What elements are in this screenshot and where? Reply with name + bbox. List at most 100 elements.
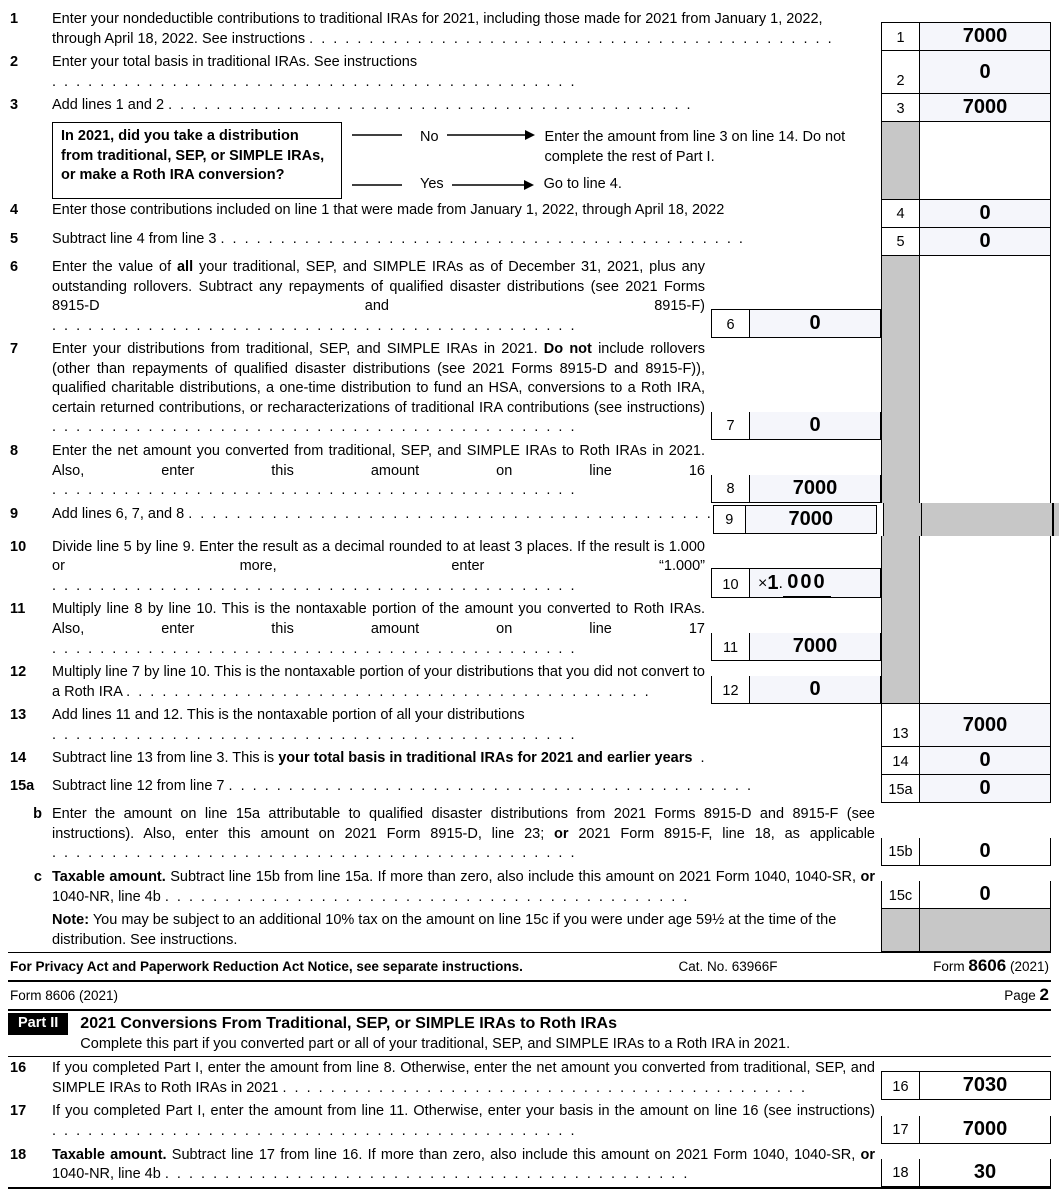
line-2-value[interactable]: 0 <box>919 51 1051 94</box>
form-id: Form 8606 (2021) <box>933 955 1049 978</box>
line-6-num: 6 <box>8 256 52 338</box>
line-18: 18 Taxable amount. Subtract line 17 from… <box>8 1144 1051 1187</box>
line-5: 5 Subtract line 4 from line 3 5 0 <box>8 228 1051 256</box>
line-9-num: 9 <box>8 503 52 536</box>
leader-dots <box>52 318 577 334</box>
line-16-value[interactable]: 7030 <box>919 1071 1051 1100</box>
line-1-value[interactable]: 7000 <box>919 22 1051 51</box>
line-6-colnum: 6 <box>711 309 749 338</box>
line-5-colnum: 5 <box>881 228 919 256</box>
line-15c: c Taxable amount. Subtract line 15b from… <box>8 866 1051 909</box>
line-7-value[interactable]: 0 <box>749 412 881 440</box>
line-18-colnum: 18 <box>881 1159 919 1187</box>
line-8: 8 Enter the net amount you converted fro… <box>8 440 1051 503</box>
line-10-text: Divide line 5 by line 9. Enter the resul… <box>52 536 711 599</box>
line-15a-value[interactable]: 0 <box>919 775 1051 803</box>
line-10-value[interactable]: × 1 . 000 <box>749 568 881 598</box>
line-10: 10 Divide line 5 by line 9. Enter the re… <box>8 536 1051 599</box>
line-2-num: 2 <box>8 51 52 94</box>
line-8-text: Enter the net amount you converted from … <box>52 440 711 503</box>
leader-dots <box>165 889 690 905</box>
no-instruction: Enter the amount from line 3 on line 14.… <box>545 128 875 167</box>
line-5-value[interactable]: 0 <box>919 228 1051 256</box>
line-17-text: If you completed Part I, enter the amoun… <box>52 1100 881 1143</box>
line-12-colnum: 12 <box>711 676 749 704</box>
line-12-num: 12 <box>8 661 52 704</box>
leader-dots <box>165 1166 690 1182</box>
line-15b-num: b <box>8 803 52 866</box>
line-9-value[interactable]: 7000 <box>745 505 877 534</box>
line-15b-value[interactable]: 0 <box>919 838 1051 866</box>
leader-dots <box>52 641 577 657</box>
line-11-value[interactable]: 7000 <box>749 633 881 661</box>
line-14: 14 Subtract line 13 from line 3. This is… <box>8 747 1051 775</box>
privacy-notice: For Privacy Act and Paperwork Reduction … <box>10 958 523 976</box>
line-15b-text: Enter the amount on line 15a attributabl… <box>52 803 881 866</box>
leader-dots <box>168 97 693 113</box>
line-12: 12 Multiply line 7 by line 10. This is t… <box>8 661 1051 704</box>
line-5-num: 5 <box>8 228 52 256</box>
line-2-text: Enter your total basis in traditional IR… <box>52 51 881 94</box>
line-3-value[interactable]: 7000 <box>919 94 1051 122</box>
line-13-text: Add lines 11 and 12. This is the nontaxa… <box>52 704 881 747</box>
leader-dots <box>52 578 577 594</box>
line-9: 9 Add lines 6, 7, and 8 9 7000 <box>8 503 1051 536</box>
leader-dots <box>126 684 651 700</box>
line-3-label: Add lines 1 and 2 <box>52 97 164 113</box>
line-15c-value[interactable]: 0 <box>919 881 1051 909</box>
blank-cell <box>919 598 1051 661</box>
leader-dots <box>52 482 577 498</box>
line-4-num: 4 <box>8 199 52 228</box>
line-18-value[interactable]: 30 <box>919 1159 1051 1187</box>
leader-dots <box>188 506 713 522</box>
line-17: 17 If you completed Part I, enter the am… <box>8 1100 1051 1143</box>
note-text: Note: You may be subject to an additiona… <box>52 909 881 952</box>
line-14-value[interactable]: 0 <box>919 747 1051 775</box>
arrowhead-icon <box>447 128 537 142</box>
grey-filler <box>1053 503 1059 536</box>
line-12-value[interactable]: 0 <box>749 676 881 704</box>
part-tag: Part II <box>8 1013 68 1035</box>
line-10-num: 10 <box>8 536 52 599</box>
line-7-colnum: 7 <box>711 412 749 440</box>
yes-label: Yes <box>420 175 444 195</box>
line-3-text: Add lines 1 and 2 <box>52 94 881 122</box>
line-15b-colnum: 15b <box>881 838 919 866</box>
line-1-num: 1 <box>8 8 52 51</box>
line-18-text: Taxable amount. Subtract line 17 from li… <box>52 1144 881 1187</box>
line-4-value[interactable]: 0 <box>919 199 1051 228</box>
line-17-value[interactable]: 7000 <box>919 1116 1051 1144</box>
line-4-colnum: 4 <box>881 199 919 228</box>
leader-dots <box>309 31 834 47</box>
blank-cell <box>919 661 1051 704</box>
line-8-value[interactable]: 7000 <box>749 475 881 503</box>
line-2: 2 Enter your total basis in traditional … <box>8 51 1051 94</box>
grey-filler <box>919 909 1051 952</box>
grey-filler <box>881 256 919 338</box>
blank-cell <box>919 256 1051 338</box>
line-2-label: Enter your total basis in traditional IR… <box>52 54 417 70</box>
line-17-colnum: 17 <box>881 1116 919 1144</box>
line-8-num: 8 <box>8 440 52 503</box>
blank-cell <box>919 440 1051 503</box>
line-13-num: 13 <box>8 704 52 747</box>
arrowhead-icon <box>452 178 536 192</box>
question-row: In 2021, did you take a distribution fro… <box>8 122 1051 199</box>
line-3-num: 3 <box>8 94 52 122</box>
blank-cell <box>919 122 1051 199</box>
line-6-value[interactable]: 0 <box>749 309 881 338</box>
line-11-num: 11 <box>8 598 52 661</box>
line-15b: b Enter the amount on line 15a attributa… <box>8 803 1051 866</box>
line-16-num: 16 <box>8 1057 52 1100</box>
blank-cell <box>919 536 1051 599</box>
line-15c-text: Taxable amount. Subtract line 15b from l… <box>52 866 881 909</box>
line-15a-num: 15a <box>8 775 52 803</box>
grey-filler <box>881 909 919 952</box>
line-13-value[interactable]: 7000 <box>919 704 1051 747</box>
line-4-label: Enter those contributions included on li… <box>52 202 724 218</box>
line-17-num: 17 <box>8 1100 52 1143</box>
part-2-title: 2021 Conversions From Traditional, SEP, … <box>80 1013 790 1035</box>
line-15a-text: Subtract line 12 from line 7 <box>52 775 881 803</box>
arrow-no-icon <box>352 128 412 142</box>
part-2-sub: Complete this part if you converted part… <box>80 1035 790 1055</box>
